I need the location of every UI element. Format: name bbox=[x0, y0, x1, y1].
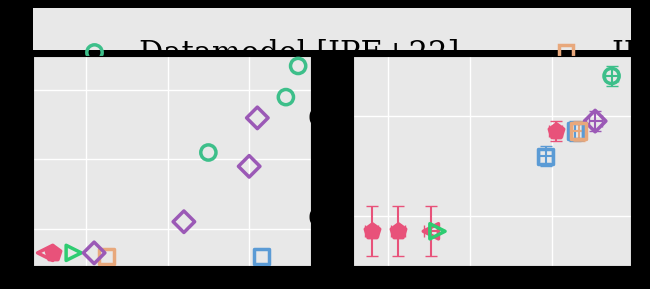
Point bbox=[48, 251, 58, 255]
Point bbox=[252, 116, 263, 121]
Point bbox=[606, 74, 616, 79]
Point bbox=[426, 229, 436, 234]
Point bbox=[256, 254, 266, 259]
Point bbox=[244, 164, 254, 169]
Point bbox=[551, 129, 561, 134]
Point bbox=[292, 64, 303, 68]
Legend: Datamodel [IPE+22], Emp. Influence [FZ20], IF-Arnoldi [SZV+22], IF [KL17], Repre: Datamodel [IPE+22], Emp. Influence [FZ20… bbox=[47, 24, 650, 131]
Point bbox=[101, 254, 112, 259]
Point bbox=[40, 251, 50, 255]
Point bbox=[393, 229, 403, 234]
Point bbox=[367, 229, 377, 234]
Point bbox=[68, 251, 79, 255]
Point bbox=[281, 95, 291, 100]
Point bbox=[570, 129, 580, 134]
Point bbox=[573, 129, 584, 134]
Point bbox=[590, 119, 600, 124]
Point bbox=[179, 220, 189, 224]
Point bbox=[89, 251, 99, 255]
Point bbox=[432, 229, 443, 234]
Point bbox=[203, 150, 213, 155]
Point bbox=[540, 154, 551, 159]
